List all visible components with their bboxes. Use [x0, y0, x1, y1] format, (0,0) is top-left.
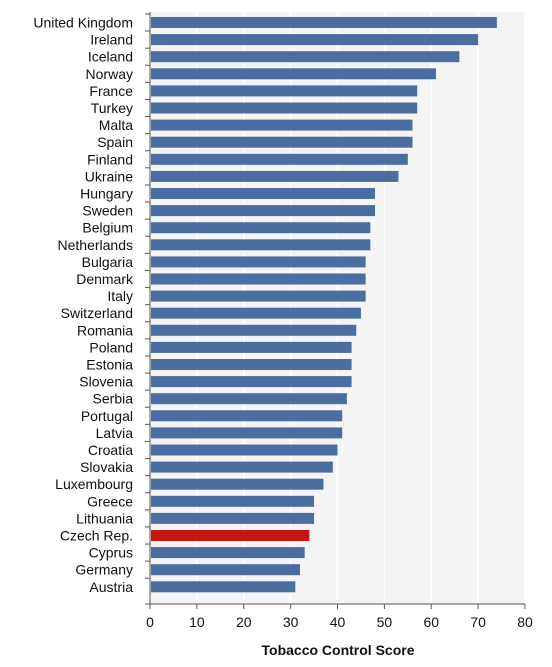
- category-label: Austria: [89, 579, 133, 595]
- category-label: Greece: [87, 493, 133, 509]
- x-tick-label: 40: [330, 614, 346, 630]
- bar-spain: [151, 136, 413, 148]
- bar-austria: [151, 581, 296, 593]
- bar-france: [151, 85, 418, 97]
- category-label: Denmark: [76, 271, 134, 287]
- bar-lithuania: [151, 512, 315, 524]
- category-label: Cyprus: [89, 545, 133, 561]
- bar-denmark: [151, 273, 366, 285]
- category-label: Romania: [77, 322, 133, 338]
- category-label: Norway: [86, 66, 133, 82]
- bar-cyprus: [151, 547, 305, 559]
- bar-luxembourg: [151, 478, 324, 490]
- bar-serbia: [151, 393, 347, 405]
- bar-hungary: [151, 188, 375, 199]
- category-label: Netherlands: [58, 237, 134, 253]
- category-label: Belgium: [82, 220, 133, 236]
- bar-germany: [151, 564, 300, 576]
- bar-ukraine: [151, 170, 399, 182]
- x-tick-label: 30: [283, 614, 299, 630]
- x-axis-title: Tobacco Control Score: [262, 642, 415, 658]
- category-label: Bulgaria: [82, 254, 134, 270]
- bar-estonia: [151, 359, 352, 370]
- x-tick-label: 80: [517, 614, 533, 630]
- category-label: Malta: [99, 117, 133, 133]
- category-label: Ireland: [90, 32, 133, 48]
- category-label: Poland: [89, 339, 133, 355]
- bar-norway: [151, 68, 436, 80]
- category-label: Portugal: [81, 408, 133, 424]
- x-tick-label: 0: [146, 614, 154, 630]
- category-label: United Kingdom: [33, 15, 133, 31]
- bar-croatia: [151, 444, 338, 456]
- x-tick-label: 10: [189, 614, 205, 630]
- bar-switzerland: [151, 307, 361, 319]
- bar-italy: [151, 290, 366, 302]
- bar-united-kingdom: [151, 17, 497, 28]
- category-label: Germany: [75, 562, 133, 578]
- category-label: Serbia: [93, 391, 134, 407]
- bar-turkey: [151, 102, 418, 114]
- category-label: Slovakia: [80, 459, 133, 475]
- category-label: Italy: [107, 288, 133, 304]
- x-tick-label: 20: [236, 614, 252, 630]
- bar-slovakia: [151, 461, 333, 473]
- bar-greece: [151, 495, 315, 507]
- category-label: Finland: [87, 151, 133, 167]
- bar-poland: [151, 341, 352, 353]
- category-labels: United KingdomIrelandIcelandNorwayFrance…: [33, 15, 134, 595]
- bar-czech-rep: [151, 530, 310, 541]
- bar-slovenia: [151, 376, 352, 388]
- category-label: Slovenia: [79, 374, 133, 390]
- bar-belgium: [151, 222, 371, 234]
- category-label: Switzerland: [61, 305, 133, 321]
- category-label: Iceland: [88, 49, 133, 65]
- category-label: Lithuania: [76, 510, 133, 526]
- bar-bulgaria: [151, 256, 366, 268]
- category-label: France: [89, 83, 133, 99]
- category-label: Croatia: [88, 442, 133, 458]
- category-label: Sweden: [82, 203, 133, 219]
- bar-iceland: [151, 51, 460, 63]
- x-tick-label: 70: [470, 614, 486, 630]
- bars: [151, 17, 497, 593]
- bar-malta: [151, 119, 413, 131]
- category-label: Hungary: [80, 186, 133, 202]
- bar-sweden: [151, 205, 375, 217]
- bar-netherlands: [151, 239, 371, 251]
- category-label: Spain: [97, 134, 133, 150]
- bar-latvia: [151, 427, 343, 439]
- category-label: Luxembourg: [55, 476, 133, 492]
- category-label: Czech Rep.: [60, 528, 133, 544]
- x-tick-label: 60: [423, 614, 439, 630]
- category-label: Estonia: [86, 357, 133, 373]
- category-label: Ukraine: [85, 168, 133, 184]
- category-label: Turkey: [91, 100, 133, 116]
- bar-finland: [151, 153, 408, 165]
- x-tick-label: 50: [377, 614, 393, 630]
- category-label: Latvia: [96, 425, 134, 441]
- bar-portugal: [151, 410, 343, 422]
- bar-ireland: [151, 34, 479, 46]
- bar-romania: [151, 324, 357, 336]
- x-axis: 0 10 20 30 40 50 60 70 80: [145, 12, 533, 630]
